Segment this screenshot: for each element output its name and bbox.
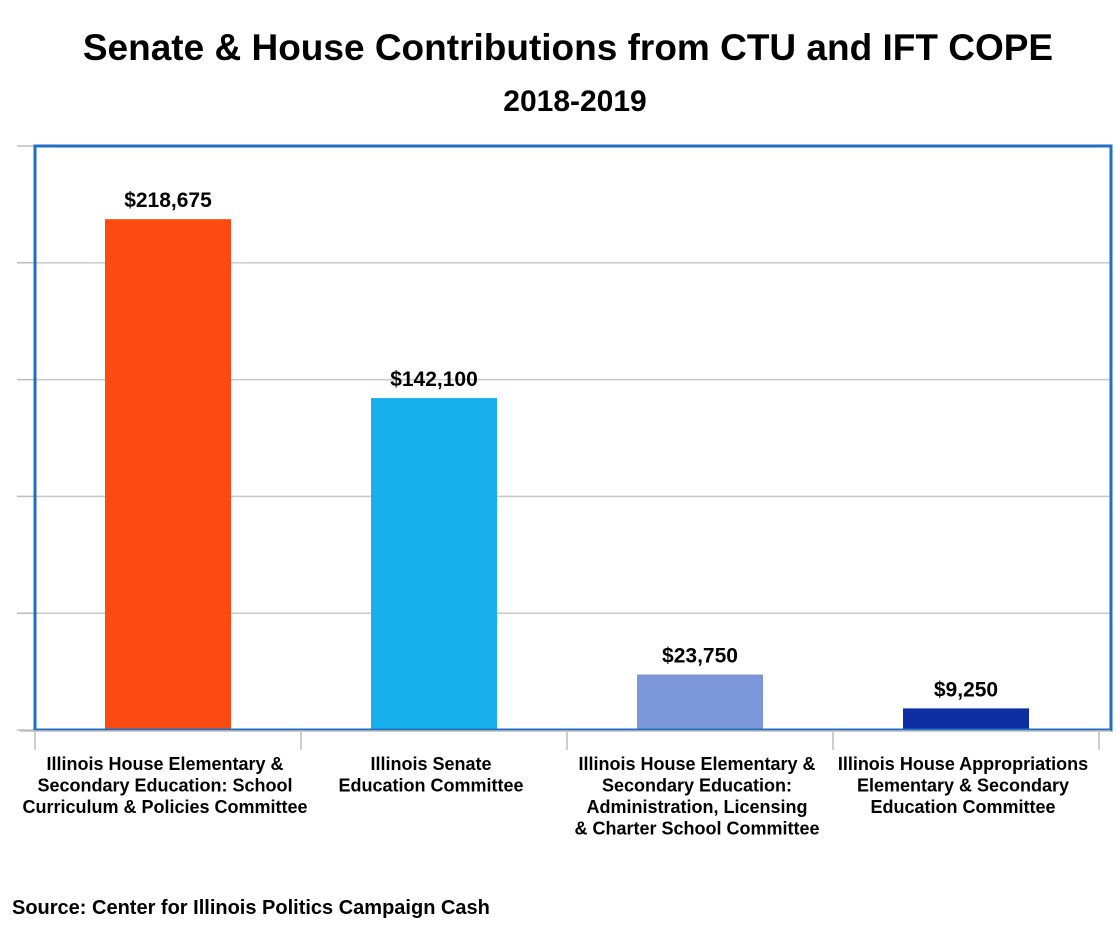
data-label: $218,675 <box>124 189 212 212</box>
data-label: $23,750 <box>662 645 738 668</box>
chart-subtitle: 2018-2019 <box>503 85 647 118</box>
category-label: Illinois Senate Education Committee <box>338 754 523 796</box>
bars <box>105 219 1029 730</box>
category-label: Illinois House Elementary & Secondary Edu… <box>22 754 307 817</box>
plot-area-border <box>33 144 1113 732</box>
x-axis <box>20 730 1111 750</box>
category-label: Illinois House Elementary & Secondary Edu… <box>574 754 819 839</box>
category-label: Illinois House Appropriations Elementary … <box>838 754 1088 817</box>
data-label: $9,250 <box>934 678 998 701</box>
data-labels: $218,675 $142,100 $23,750 $9,250 <box>124 189 998 701</box>
bar <box>371 398 497 730</box>
bar <box>637 674 763 730</box>
data-label: $142,100 <box>390 368 478 391</box>
bar <box>903 708 1029 730</box>
source-note: Source: Center for Illinois Politics Cam… <box>12 897 490 919</box>
category-labels: Illinois House Elementary & Secondary Edu… <box>22 754 1088 839</box>
chart-title: Senate & House Contributions from CTU an… <box>82 27 1054 68</box>
bar <box>105 219 231 730</box>
